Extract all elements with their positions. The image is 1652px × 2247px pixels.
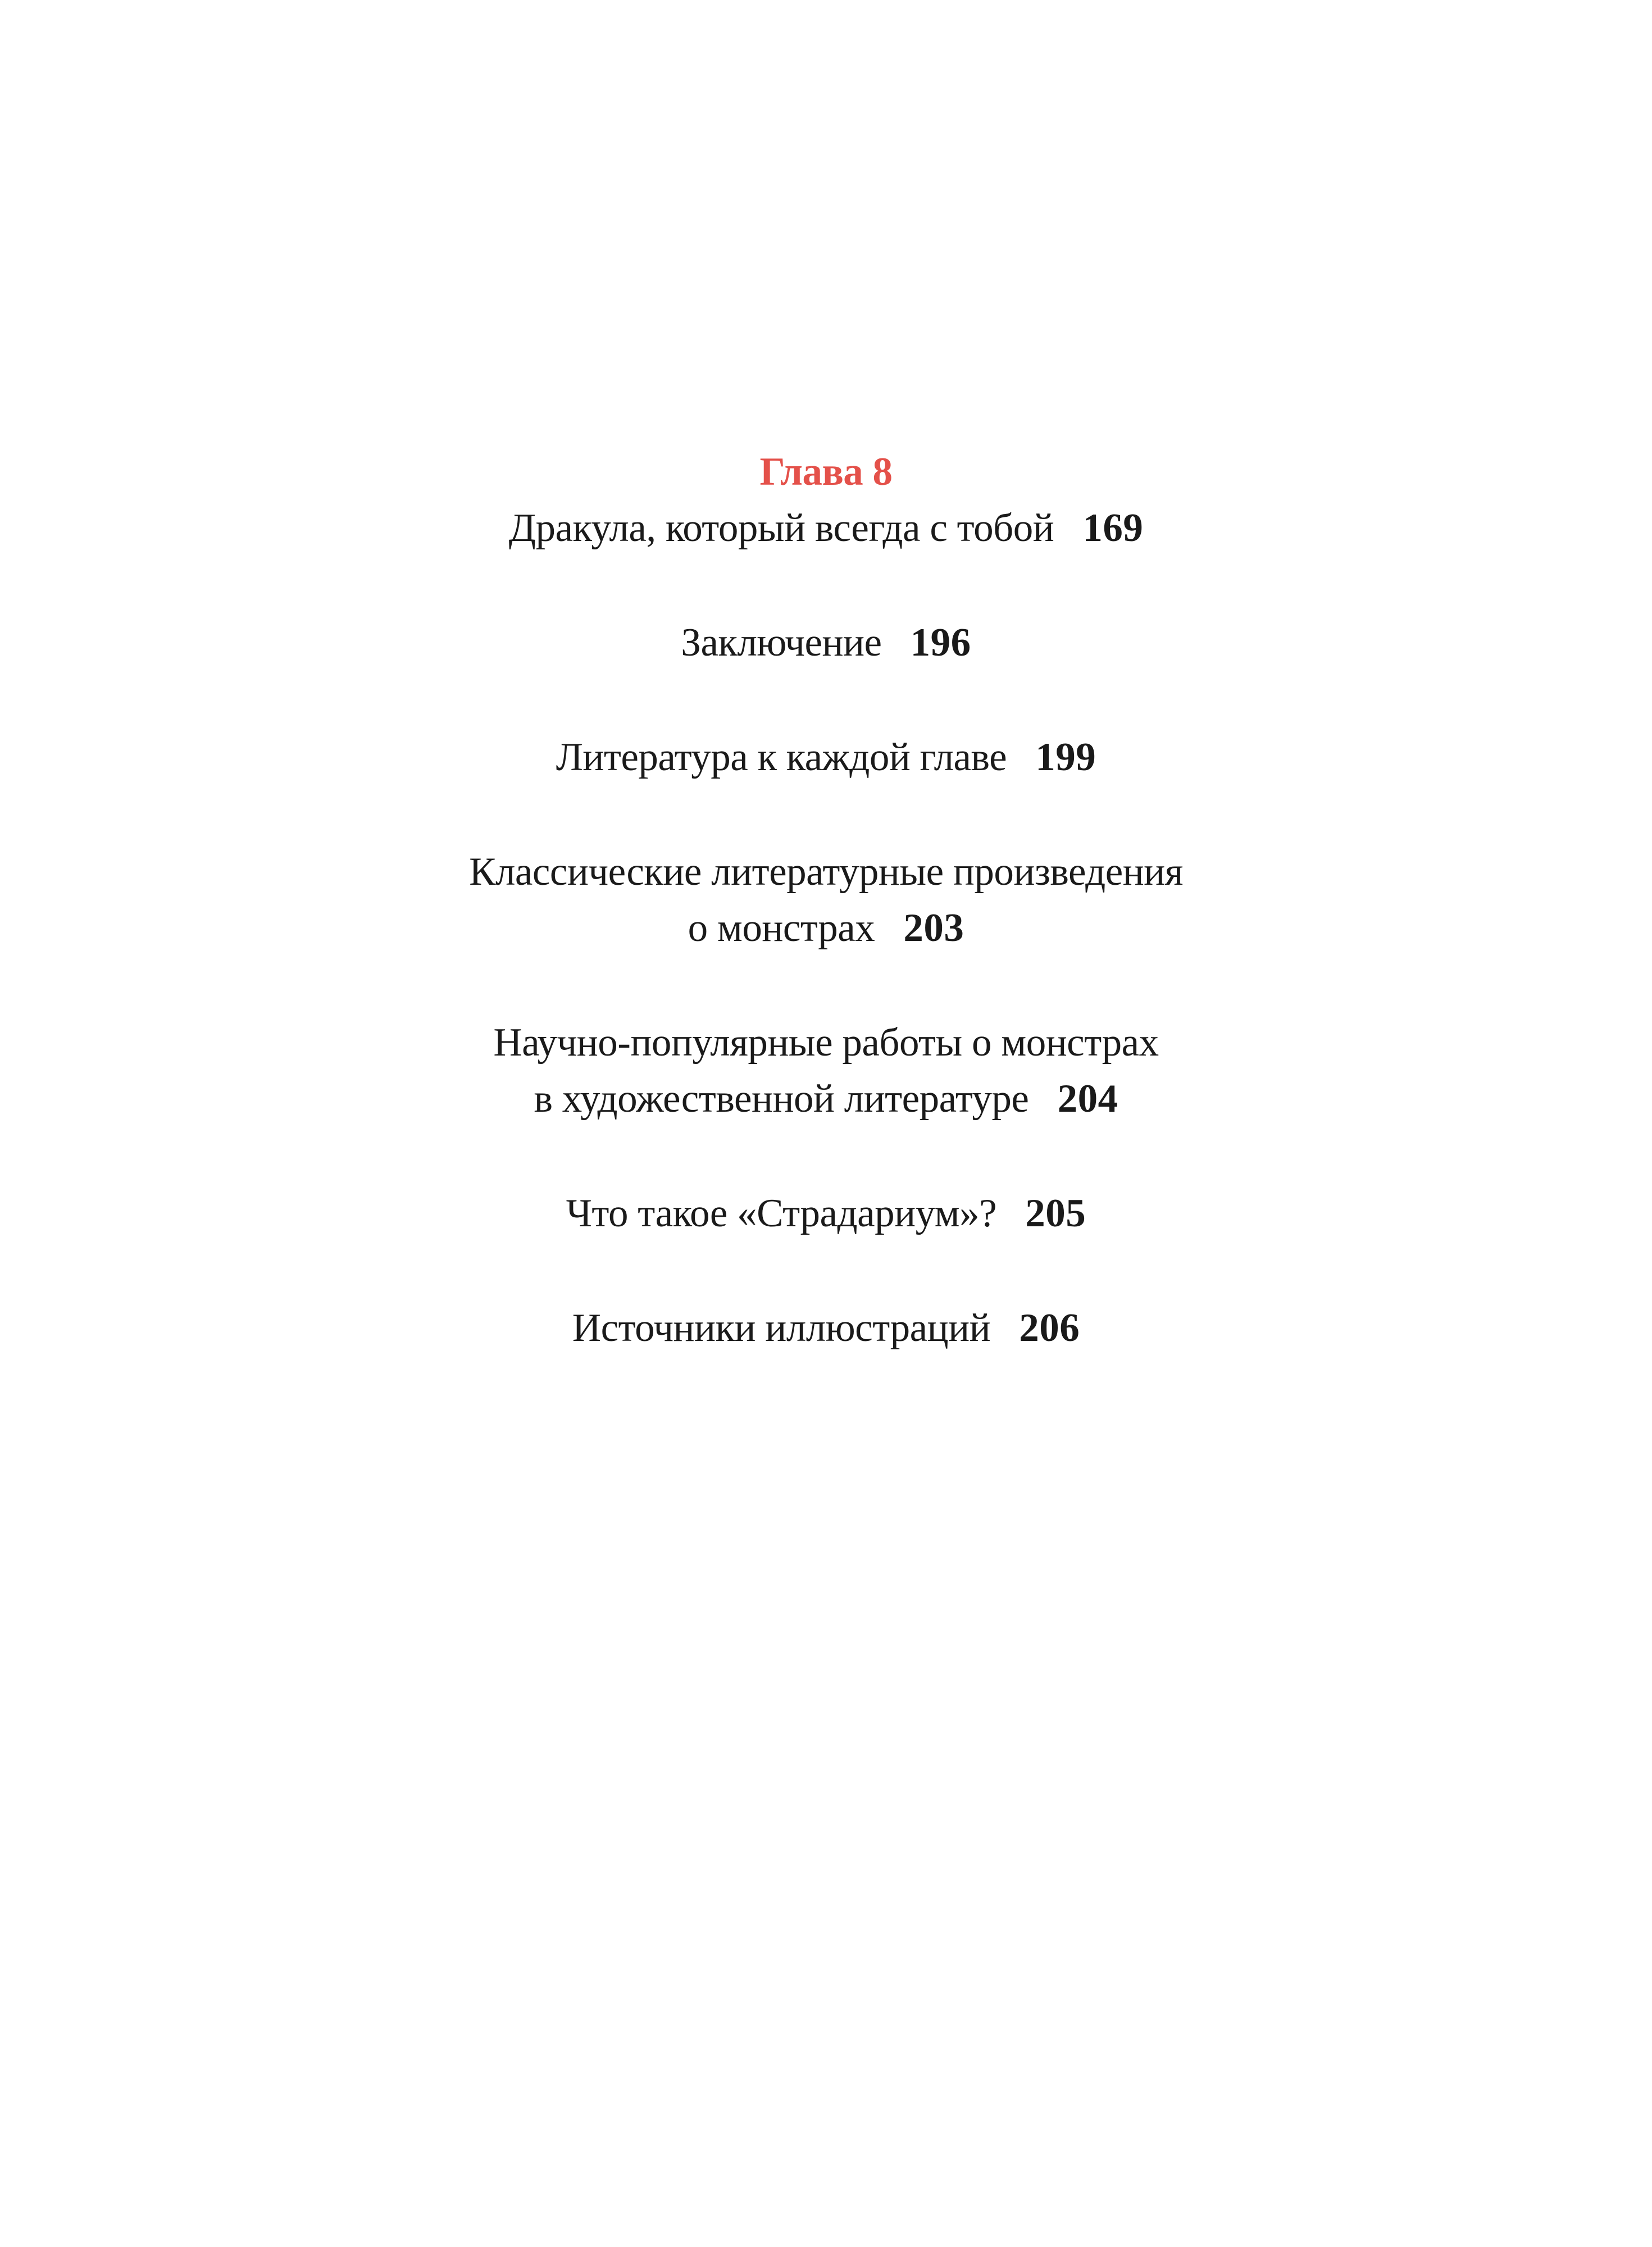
entry-page-number: 206	[1019, 1306, 1080, 1350]
toc-entry-line: в художественной литературе 204	[0, 1071, 1652, 1127]
chapter-heading: Глава 8	[759, 450, 893, 494]
entry-page-number: 196	[910, 621, 971, 665]
toc-entry-chapter-8: Глава 8 Дракула, который всегда с тобой 1…	[0, 444, 1652, 556]
entry-page-number: 203	[903, 906, 964, 950]
toc-entry-classic-works: Классические литературные произведения о…	[0, 844, 1652, 956]
toc-entry-illustration-sources: Источники иллюстраций 206	[0, 1300, 1652, 1356]
table-of-contents: Глава 8 Дракула, который всегда с тобой 1…	[0, 444, 1652, 1414]
entry-title-line-1: Научно-популярные работы о монстрах	[493, 1021, 1159, 1065]
toc-entry-line: Классические литературные произведения	[0, 844, 1652, 900]
entry-title: Что такое «Страдариум»?	[566, 1191, 997, 1235]
toc-entry-line: о монстрах 203	[0, 900, 1652, 956]
entry-title-line-2: в художественной литературе	[534, 1077, 1029, 1121]
entry-title: Дракула, который всегда с тобой	[508, 506, 1054, 550]
entry-page-number: 169	[1082, 506, 1144, 550]
toc-entry-literature-per-chapter: Литература к каждой главе 199	[0, 729, 1652, 785]
entry-page-number: 199	[1035, 735, 1096, 779]
toc-entry-line: Литература к каждой главе 199	[0, 729, 1652, 785]
toc-entry-popular-science-works: Научно-популярные работы о монстрах в ху…	[0, 1015, 1652, 1127]
entry-title: Источники иллюстраций	[572, 1306, 991, 1350]
entry-page-number: 205	[1025, 1191, 1086, 1235]
toc-entry-line: Научно-популярные работы о монстрах	[0, 1015, 1652, 1071]
entry-title-line-2: о монстрах	[688, 906, 875, 950]
entry-title: Литература к каждой главе	[556, 735, 1007, 779]
toc-entry-line: Дракула, который всегда с тобой 169	[0, 500, 1652, 556]
toc-entry-line: Источники иллюстраций 206	[0, 1300, 1652, 1356]
entry-title: Заключение	[681, 621, 882, 665]
toc-entry-line: Заключение 196	[0, 615, 1652, 671]
entry-page-number: 204	[1057, 1077, 1118, 1121]
toc-entry-conclusion: Заключение 196	[0, 615, 1652, 671]
entry-title-line-1: Классические литературные произведения	[469, 850, 1183, 894]
toc-entry-stradarium: Что такое «Страдариум»? 205	[0, 1185, 1652, 1241]
toc-entry-line: Что такое «Страдариум»? 205	[0, 1185, 1652, 1241]
